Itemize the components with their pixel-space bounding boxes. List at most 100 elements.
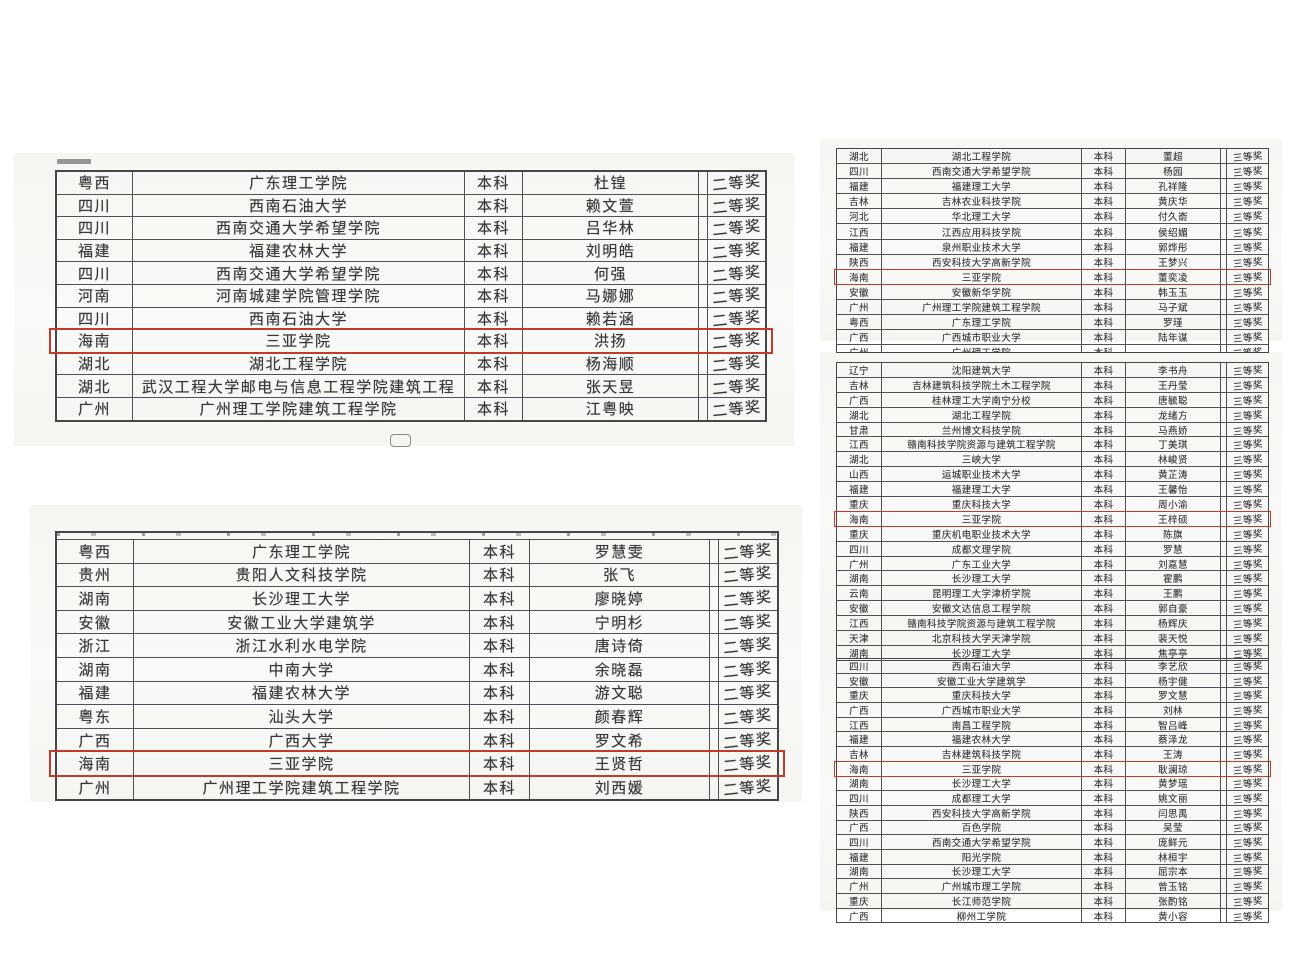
province-text: 福建 <box>849 735 869 747</box>
school-cell: 三峡大学 <box>882 452 1082 467</box>
school-cell: 长沙理工大学 <box>882 864 1082 879</box>
table-row: 广西 柳州工学院 本科 黄小容 三等奖 <box>837 907 1268 923</box>
name-cell: 罗文慧 <box>1126 688 1221 703</box>
award-cell: 三等奖 <box>1226 482 1268 497</box>
school-text: 南昌工程学院 <box>951 720 1012 732</box>
degree-cell: 本科 <box>1082 849 1126 864</box>
award-text: 二等奖 <box>711 172 763 194</box>
award-cell: 二等奖 <box>707 307 765 330</box>
table-row: 安徽 安徽工业大学建筑学 本科 杨宇健 三等奖 <box>837 672 1268 688</box>
province-cell: 广西 <box>837 330 882 345</box>
column-gap <box>710 705 718 728</box>
degree-text: 本科 <box>1093 882 1114 893</box>
award-cell: 三等奖 <box>1226 717 1268 732</box>
school-cell: 西南交通大学希望学院 <box>133 262 465 284</box>
table-row: 广州 广州理工学院建筑工程学院 本科 江粤映 二等奖 <box>57 396 765 420</box>
school-text: 湖北工程学院 <box>951 152 1012 164</box>
school-cell: 汕头大学 <box>134 705 470 728</box>
school-cell: 武汉工程大学邮电与信息工程学院建筑工程 <box>133 375 465 397</box>
table-row: 广西 桂林理工大学南宁分校 本科 唐毓聪 三等奖 <box>837 391 1268 407</box>
province-text: 重庆 <box>849 691 869 703</box>
degree-text: 本科 <box>1093 499 1114 511</box>
degree-cell: 本科 <box>1082 835 1126 849</box>
school-cell: 兰州博文科技学院 <box>882 422 1082 437</box>
province-cell: 湖南 <box>837 571 882 586</box>
award-cell: 三等奖 <box>1226 194 1268 209</box>
name-text: 李艺欣 <box>1158 661 1188 673</box>
school-text: 中南大学 <box>268 661 335 679</box>
school-text: 重庆机电职业技术大学 <box>931 529 1031 541</box>
degree-cell: 本科 <box>1082 407 1126 422</box>
province-text: 广州 <box>77 401 111 419</box>
table-row: 山西 运城职业技术大学 本科 黄芷涛 三等奖 <box>837 466 1268 482</box>
table-row: 四川 西南石油大学 本科 李艺欣 三等奖 <box>837 659 1268 673</box>
school-text: 赣南科技学院资源与建筑工程学院 <box>907 440 1056 452</box>
award-cell: 三等奖 <box>1226 820 1268 835</box>
name-cell: 黄梦瑶 <box>1126 776 1221 791</box>
province-cell: 广州 <box>57 397 133 420</box>
degree-text: 本科 <box>1093 559 1114 571</box>
school-text: 运城职业技术大学 <box>941 470 1022 482</box>
school-text: 安徽文达信息工程学院 <box>931 604 1031 616</box>
school-text: 三峡大学 <box>961 455 1002 467</box>
name-cell: 焦亭亭 <box>1126 645 1221 660</box>
award-text: 三等奖 <box>1232 807 1263 820</box>
degree-cell: 本科 <box>1082 315 1126 330</box>
award-text: 三等奖 <box>1232 734 1263 747</box>
degree-cell: 本科 <box>1082 659 1126 673</box>
column-gap <box>710 729 718 752</box>
school-text: 湖北工程学院 <box>951 410 1012 422</box>
school-text: 贵阳人文科技学院 <box>235 567 368 585</box>
column-gap <box>699 353 707 375</box>
degree-cell: 本科 <box>470 728 530 752</box>
province-cell: 四川 <box>837 541 882 556</box>
award-text: 三等奖 <box>1232 573 1263 586</box>
school-text: 成都文理学院 <box>951 544 1012 556</box>
school-cell: 北京科技大学天津学院 <box>882 631 1082 645</box>
name-text: 孔祥隆 <box>1158 182 1188 194</box>
name-cell: 赖文萱 <box>523 194 699 217</box>
award-text: 二等奖 <box>722 730 774 752</box>
award-cell: 三等奖 <box>1226 673 1268 688</box>
award-cell: 三等奖 <box>1226 747 1268 761</box>
name-cell: 张天昱 <box>523 375 699 397</box>
province-cell: 重庆 <box>837 688 882 703</box>
name-text: 颜春辉 <box>594 708 645 726</box>
school-text: 昆明理工大学津桥学院 <box>931 589 1031 601</box>
province-cell: 粤东 <box>57 705 134 728</box>
highlighted-table-row: 海南 三亚学院 本科 王梓硕 三等奖 <box>834 510 1271 527</box>
highlighted-table-row: 海南 三亚学院 本科 王贤哲 二等奖 <box>49 750 785 777</box>
degree-text: 本科 <box>1093 676 1114 688</box>
award-cell: 二等奖 <box>718 610 777 634</box>
table-row: 重庆 重庆机电职业技术大学 本科 陈旗 三等奖 <box>837 525 1268 541</box>
degree-text: 本科 <box>476 401 510 419</box>
school-text: 华北理工大学 <box>951 212 1012 224</box>
province-cell: 吉林 <box>837 747 882 761</box>
table-row: 湖北 湖北工程学院 本科 龙绪方 三等奖 <box>837 406 1268 422</box>
award-cell: 三等奖 <box>1226 805 1268 820</box>
school-text: 桂林理工大学南宁分校 <box>931 395 1031 407</box>
name-cell: 王贤哲 <box>530 752 710 775</box>
degree-cell: 本科 <box>1082 149 1126 164</box>
award-cell: 二等奖 <box>718 634 777 657</box>
name-text: 王涛 <box>1163 749 1183 761</box>
province-text: 四川 <box>849 838 869 849</box>
degree-text: 本科 <box>1093 440 1114 452</box>
province-text: 粤西 <box>78 543 112 561</box>
province-text: 福建 <box>849 852 869 864</box>
province-cell: 广西 <box>837 392 882 407</box>
province-cell: 广西 <box>57 728 134 752</box>
province-cell: 海南 <box>837 269 882 284</box>
province-cell: 安徽 <box>837 673 882 688</box>
award-text: 三等奖 <box>1232 602 1263 616</box>
degree-text: 本科 <box>1093 764 1114 776</box>
school-cell: 三亚学院 <box>134 752 470 775</box>
degree-text: 本科 <box>1093 735 1114 747</box>
school-text: 赣南科技学院资源与建筑工程学院 <box>907 619 1056 631</box>
province-text: 海南 <box>849 514 869 526</box>
name-text: 张酌铭 <box>1158 896 1188 908</box>
province-text: 湖南 <box>78 590 112 608</box>
province-cell: 陕西 <box>837 254 882 269</box>
award-cell: 三等奖 <box>1226 776 1268 791</box>
scan-artifact-smudge <box>57 159 91 164</box>
